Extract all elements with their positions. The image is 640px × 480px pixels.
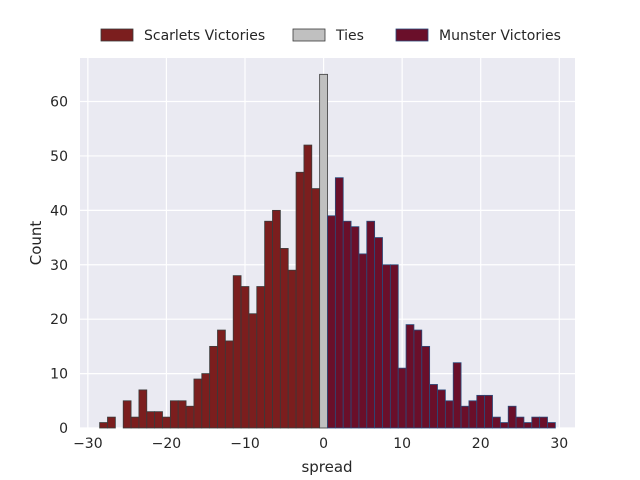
bar-scarlets-victories	[185, 405, 195, 429]
histogram-bars	[99, 73, 556, 429]
x-tick-label: 20	[472, 436, 490, 452]
y-tick-label: 20	[50, 312, 68, 328]
x-tick-label: −10	[230, 436, 260, 452]
x-tick-label: −30	[73, 436, 103, 452]
bar-scarlets-victories	[209, 345, 218, 429]
bar-munster-victories	[421, 345, 431, 429]
bar-munster-victories	[476, 394, 486, 429]
legend-label: Munster Victories	[439, 28, 561, 44]
y-tick-label: 10	[50, 367, 68, 383]
bar-munster-victories	[397, 367, 407, 429]
bar-munster-victories	[382, 264, 391, 429]
bar-munster-victories	[389, 264, 399, 429]
bar-scarlets-victories	[201, 373, 211, 429]
bar-munster-victories	[437, 389, 446, 429]
bar-munster-victories	[507, 405, 517, 429]
bar-munster-victories	[452, 362, 462, 429]
y-tick-label: 50	[50, 149, 68, 165]
bar-scarlets-victories	[287, 269, 297, 429]
bar-scarlets-victories	[256, 286, 266, 429]
bar-munster-victories	[492, 416, 501, 429]
legend-swatch	[395, 28, 429, 42]
bar-scarlets-victories	[272, 209, 281, 429]
bar-scarlets-victories	[303, 144, 313, 429]
bar-scarlets-victories	[122, 400, 132, 429]
legend-label: Scarlets Victories	[144, 28, 265, 44]
bar-munster-victories	[342, 220, 352, 429]
bar-scarlets-victories	[224, 340, 234, 429]
bar-munster-victories	[405, 324, 415, 429]
bar-scarlets-victories	[130, 416, 140, 429]
bar-munster-victories	[413, 329, 423, 429]
bar-munster-victories	[334, 177, 344, 429]
bar-munster-victories	[460, 405, 470, 429]
x-axis-label: spread	[301, 458, 352, 476]
bar-scarlets-victories	[248, 313, 258, 429]
x-tick-label: −20	[152, 436, 182, 452]
bar-munster-victories	[350, 226, 360, 429]
bar-munster-victories	[531, 416, 541, 429]
y-tick-label: 60	[50, 95, 68, 111]
x-tick-label: 10	[393, 436, 411, 452]
bar-munster-victories	[374, 237, 383, 429]
tick-labels: −30 −20 −10 0 10 20 30 0 10 20 30 40 50 60	[50, 95, 568, 452]
y-tick-label: 0	[59, 421, 68, 437]
bar-munster-victories	[547, 422, 556, 429]
bar-scarlets-victories	[295, 171, 305, 429]
legend-swatch	[100, 28, 134, 42]
bar-scarlets-victories	[232, 275, 242, 429]
bar-scarlets-victories	[154, 411, 163, 429]
bar-scarlets-victories	[311, 188, 321, 429]
bar-munster-victories	[429, 384, 438, 429]
bar-scarlets-victories	[146, 411, 156, 429]
bar-scarlets-victories	[169, 400, 179, 429]
y-tick-label: 30	[50, 258, 68, 274]
bar-scarlets-victories	[193, 378, 203, 429]
bar-munster-victories	[327, 215, 336, 429]
bar-munster-victories	[523, 422, 533, 429]
bar-scarlets-victories	[99, 422, 108, 429]
bar-munster-victories	[499, 422, 509, 429]
bar-munster-victories	[484, 394, 493, 429]
legend-swatch	[292, 28, 326, 42]
bar-munster-victories	[444, 400, 454, 429]
bar-scarlets-victories	[240, 286, 250, 429]
bar-ties	[319, 73, 328, 429]
bar-scarlets-victories	[217, 329, 226, 429]
bar-scarlets-victories	[177, 400, 187, 429]
bar-scarlets-victories	[264, 220, 273, 429]
x-tick-label: 0	[319, 436, 328, 452]
bar-scarlets-victories	[138, 389, 148, 429]
legend: Scarlets Victories Ties Munster Victories	[100, 28, 561, 44]
bar-scarlets-victories	[107, 416, 116, 429]
bar-munster-victories	[366, 220, 376, 429]
bar-munster-victories	[468, 400, 478, 429]
bar-munster-victories	[515, 416, 525, 429]
y-tick-label: 40	[50, 203, 68, 219]
bar-scarlets-victories	[279, 248, 289, 429]
bar-munster-victories	[539, 416, 548, 429]
x-tick-label: 30	[550, 436, 568, 452]
bar-munster-victories	[358, 253, 368, 429]
y-axis-label: Count	[27, 221, 45, 266]
bar-scarlets-victories	[162, 416, 171, 429]
legend-label: Ties	[335, 28, 364, 44]
